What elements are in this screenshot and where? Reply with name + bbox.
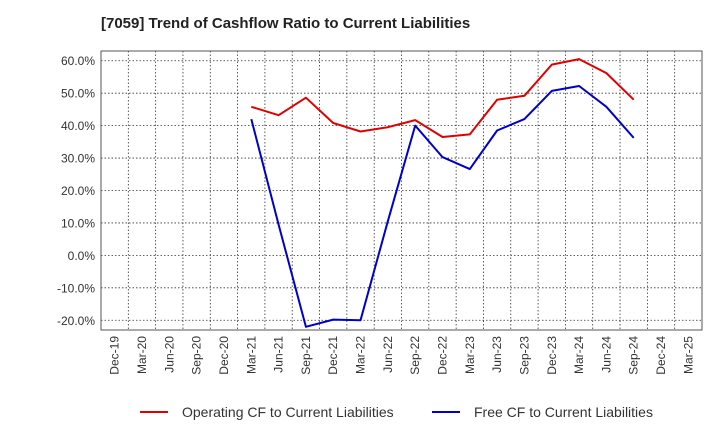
x-tick-label: Dec-20 bbox=[217, 336, 231, 375]
x-tick-label: Sep-23 bbox=[517, 336, 531, 375]
chart-svg: 60.0% 50.0% 40.0% 30.0% 20.0% 10.0% 0.0% -10.0%… bbox=[57, 50, 703, 375]
y-tick-label: 20.0% bbox=[61, 184, 95, 198]
series-line-operating-cf bbox=[251, 58, 635, 138]
x-tick-label: Sep-20 bbox=[190, 336, 204, 375]
legend-item-free-cf: Free CF to Current Liabilities bbox=[432, 404, 653, 420]
grid-layer bbox=[101, 51, 702, 330]
y-tick-label: 0.0% bbox=[68, 249, 96, 263]
x-tick-label: Mar-20 bbox=[135, 336, 149, 374]
x-tick-label: Jun-22 bbox=[381, 336, 395, 373]
y-tick-label: -10.0% bbox=[57, 281, 95, 295]
y-tick-label: 30.0% bbox=[61, 152, 95, 166]
legend-label-free-cf: Free CF to Current Liabilities bbox=[474, 404, 653, 420]
legend: Operating CF to Current Liabilities Free… bbox=[0, 404, 720, 426]
legend-item-operating-cf: Operating CF to Current Liabilities bbox=[140, 404, 394, 420]
x-tick-label: Dec-24 bbox=[654, 336, 668, 375]
x-tick-label: Jun-24 bbox=[599, 336, 613, 373]
x-tick-label: Dec-23 bbox=[545, 336, 559, 375]
x-tick-label: Dec-19 bbox=[108, 336, 122, 375]
x-tick-label: Jun-21 bbox=[272, 336, 286, 373]
x-tick-label: Mar-22 bbox=[354, 336, 368, 374]
legend-label-operating-cf: Operating CF to Current Liabilities bbox=[182, 404, 394, 420]
y-tick-label: 10.0% bbox=[61, 216, 95, 230]
chart-title: [7059] Trend of Cashflow Ratio to Curren… bbox=[101, 15, 471, 32]
x-tick-label: Mar-24 bbox=[572, 336, 586, 374]
x-tick-label: Sep-24 bbox=[627, 336, 641, 375]
plot-frame bbox=[100, 50, 703, 331]
series-line-free-cf bbox=[250, 85, 635, 328]
y-tick-label: 40.0% bbox=[61, 119, 95, 133]
axis-layer: 60.0% 50.0% 40.0% 30.0% 20.0% 10.0% 0.0% -10.0%… bbox=[57, 54, 695, 374]
y-tick-label: 50.0% bbox=[61, 87, 95, 101]
x-tick-label: Sep-21 bbox=[299, 336, 313, 375]
x-tick-label: Mar-23 bbox=[463, 336, 477, 374]
legend-swatch-operating-cf bbox=[140, 411, 168, 413]
y-tick-label: -20.0% bbox=[57, 314, 95, 328]
x-tick-label: Mar-21 bbox=[244, 336, 258, 374]
series-layer bbox=[250, 58, 635, 328]
x-tick-label: Dec-22 bbox=[435, 336, 449, 375]
x-tick-label: Jun-23 bbox=[490, 336, 504, 373]
x-tick-label: Sep-22 bbox=[408, 336, 422, 375]
legend-swatch-free-cf bbox=[432, 411, 460, 413]
x-tick-label: Jun-20 bbox=[162, 336, 176, 373]
y-tick-label: 60.0% bbox=[61, 54, 95, 68]
x-tick-label: Mar-25 bbox=[681, 336, 695, 374]
x-tick-label: Dec-21 bbox=[326, 336, 340, 375]
